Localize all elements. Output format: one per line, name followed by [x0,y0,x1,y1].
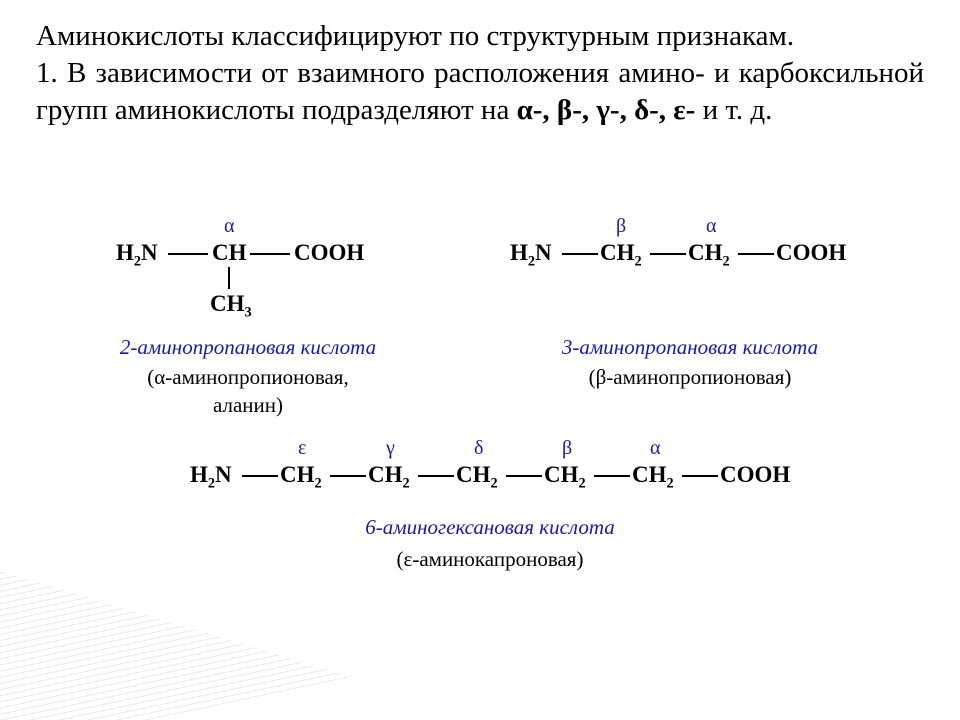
atom-ch2-3c: CH2 [456,462,498,488]
intro-paragraph: Аминокислоты классифицируют по структурн… [36,18,924,129]
bond-3f [682,475,718,477]
greek-beta-2: β [616,215,626,238]
atom-ch2-3b: CH2 [368,462,410,488]
caption-2-triv: (β-аминопропионовая) [530,365,850,390]
sentence-2c: и т. д. [695,94,772,126]
atom-ch2-2a: CH2 [600,240,642,266]
bond-3d [506,475,542,477]
atom-cooh-2: COOH [776,240,846,266]
bond-2c [738,253,774,255]
atom-h2n-3: H2N [190,462,232,488]
bond-1b [250,253,290,255]
sentence-1: Аминокислоты классифицируют по структурн… [36,20,794,52]
sentence-2a: 1. В зависимости от взаимного расположен… [36,57,924,126]
atom-cooh-3: COOH [720,462,790,488]
greek-gam-3: γ [386,437,395,460]
greek-alpha-2: α [706,215,716,238]
atom-ch2-2b: CH2 [688,240,730,266]
atom-ch-1: CH [212,240,247,266]
caption-3-triv: (ε-аминокапроновая) [320,547,660,572]
bond-3b [330,475,366,477]
bond-1a [168,253,208,255]
bond-3c [418,475,454,477]
sentence-2-bold: α-, β-, γ-, δ-, ε- [517,94,696,126]
greek-del-3: δ [474,437,483,460]
caption-1-triv-b: аланин) [108,393,388,418]
bond-1v [228,267,230,289]
atom-cooh-1: COOH [294,240,364,266]
atom-h2n-1: H2N [116,240,158,266]
atom-ch3-1: CH3 [210,291,252,317]
greek-alpha-1: α [224,215,234,238]
greek-bet-3: β [562,437,572,460]
greek-alp-3: α [650,437,660,460]
caption-1-iupac: 2-аминопропановая кислота [108,335,388,360]
atom-ch2-3e: CH2 [632,462,674,488]
atom-ch2-3a: CH2 [280,462,322,488]
bond-3e [594,475,630,477]
decorative-hatch [0,462,351,720]
atom-h2n-2: H2N [510,240,552,266]
caption-2-iupac: 3-аминопропановая кислота [530,335,850,360]
caption-1-triv-a: (α-аминопропионовая, [108,365,388,390]
atom-ch2-3d: CH2 [544,462,586,488]
bond-2b [650,253,686,255]
greek-eps-3: ε [298,437,306,460]
caption-3-iupac: 6-аминогексановая кислота [320,515,660,540]
bond-2a [562,253,598,255]
bond-3a [242,475,278,477]
